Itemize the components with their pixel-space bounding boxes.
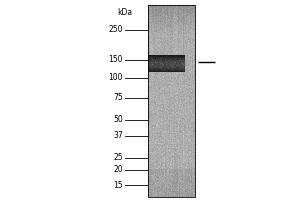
Bar [148, 5, 195, 197]
Text: 37: 37 [113, 132, 123, 140]
Text: 100: 100 [109, 73, 123, 82]
Text: 75: 75 [113, 94, 123, 102]
Text: 150: 150 [109, 55, 123, 64]
Text: 250: 250 [109, 25, 123, 34]
Text: 25: 25 [113, 154, 123, 162]
Text: 20: 20 [113, 166, 123, 174]
Text: 50: 50 [113, 116, 123, 124]
Text: kDa: kDa [117, 8, 132, 17]
Text: 15: 15 [113, 180, 123, 190]
